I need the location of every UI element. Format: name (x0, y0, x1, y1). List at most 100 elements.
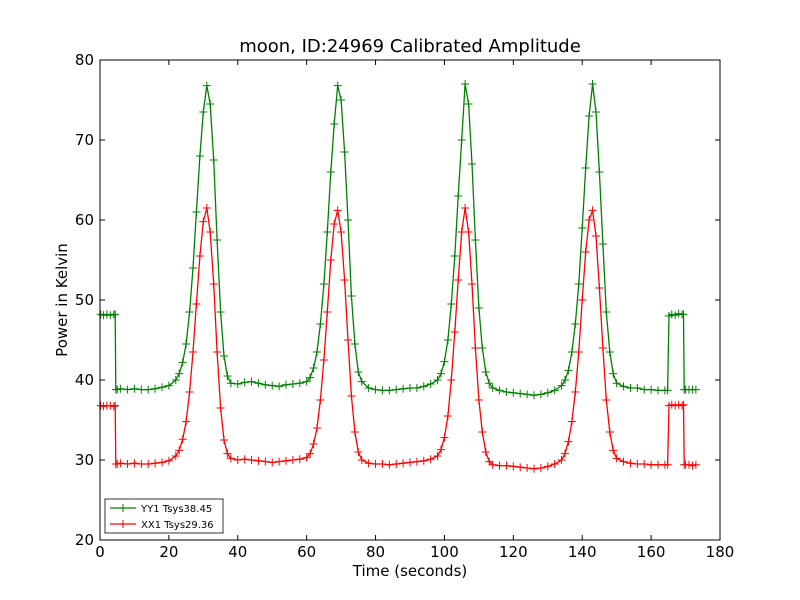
x-tick-label: 180 (706, 543, 735, 561)
data-point (647, 385, 656, 394)
data-point (364, 384, 373, 392)
data-point (113, 460, 122, 468)
data-point (561, 449, 569, 458)
data-point (406, 458, 414, 467)
data-point (450, 328, 459, 336)
data-point (464, 100, 473, 108)
data-point (202, 81, 211, 90)
data-point (195, 252, 204, 260)
data-point (419, 456, 428, 465)
data-point (326, 168, 335, 176)
x-axis-label: Time (seconds) (352, 562, 468, 580)
data-point (137, 460, 146, 468)
data-point (354, 368, 363, 376)
data-point (619, 382, 628, 391)
data-point (158, 383, 166, 392)
data-point (691, 460, 700, 469)
data-point (679, 310, 688, 319)
data-point (216, 404, 225, 412)
data-point (633, 460, 642, 468)
data-point (337, 228, 346, 236)
data-point (495, 386, 504, 395)
data-point (330, 220, 339, 228)
data-point (626, 459, 635, 468)
data-point (288, 456, 297, 464)
data-point (471, 344, 480, 352)
x-tick-label: 80 (366, 543, 385, 561)
data-point (319, 356, 328, 364)
data-point (385, 386, 394, 395)
data-point (640, 460, 649, 468)
data-point (443, 336, 452, 344)
data-point (171, 376, 180, 384)
data-point (640, 385, 649, 394)
data-point (663, 460, 672, 469)
legend-marker (119, 520, 127, 528)
data-point (605, 348, 614, 356)
data-point (113, 385, 122, 394)
data-point (316, 320, 325, 328)
y-tick-label: 20 (75, 531, 94, 549)
data-point (202, 204, 211, 212)
data-point (261, 380, 270, 389)
data-point (99, 402, 108, 411)
data-point (130, 459, 139, 468)
data-point (468, 280, 476, 288)
data-point (371, 460, 380, 468)
data-point (564, 437, 573, 446)
data-point (488, 460, 497, 469)
data-point (663, 386, 672, 395)
data-point (192, 208, 201, 216)
x-tick-label: 100 (430, 543, 459, 561)
data-point (647, 460, 656, 469)
data-point (550, 460, 559, 468)
data-point (123, 385, 132, 394)
data-point (654, 460, 662, 469)
x-tick-label: 40 (228, 543, 247, 561)
series-layer (96, 80, 700, 473)
data-point (461, 204, 470, 212)
data-point (326, 256, 335, 264)
data-point (612, 454, 621, 463)
data-point (485, 379, 494, 388)
data-point (481, 368, 490, 376)
data-point (392, 385, 401, 394)
data-point (357, 456, 366, 464)
data-point (481, 448, 490, 456)
data-point (102, 310, 111, 319)
data-point (288, 380, 297, 388)
data-point (323, 228, 332, 236)
data-point (333, 81, 342, 90)
data-point (633, 384, 642, 392)
data-point (151, 384, 160, 393)
data-point (206, 100, 215, 108)
data-point (619, 457, 628, 466)
data-point (595, 284, 604, 292)
data-point (137, 385, 146, 394)
legend-marker (119, 504, 127, 512)
data-point (116, 459, 125, 468)
data-point (199, 217, 208, 226)
data-point (261, 457, 270, 466)
y-tick-label: 40 (75, 371, 94, 389)
x-tick-label: 160 (637, 543, 666, 561)
legend-label: YY1 Tsys38.45 (140, 504, 212, 515)
data-point (595, 168, 604, 176)
data-point (578, 296, 587, 304)
data-point (192, 300, 201, 308)
data-point (585, 216, 594, 224)
data-point (419, 382, 428, 391)
legend-box (104, 498, 224, 534)
data-point (550, 386, 559, 395)
data-point (275, 382, 284, 391)
data-point (585, 112, 594, 120)
data-point (333, 206, 342, 215)
data-point (178, 435, 187, 444)
data-point (226, 379, 235, 388)
data-point (581, 164, 590, 172)
data-point (509, 388, 518, 397)
y-tick-label: 80 (75, 51, 94, 69)
data-point (347, 292, 356, 300)
